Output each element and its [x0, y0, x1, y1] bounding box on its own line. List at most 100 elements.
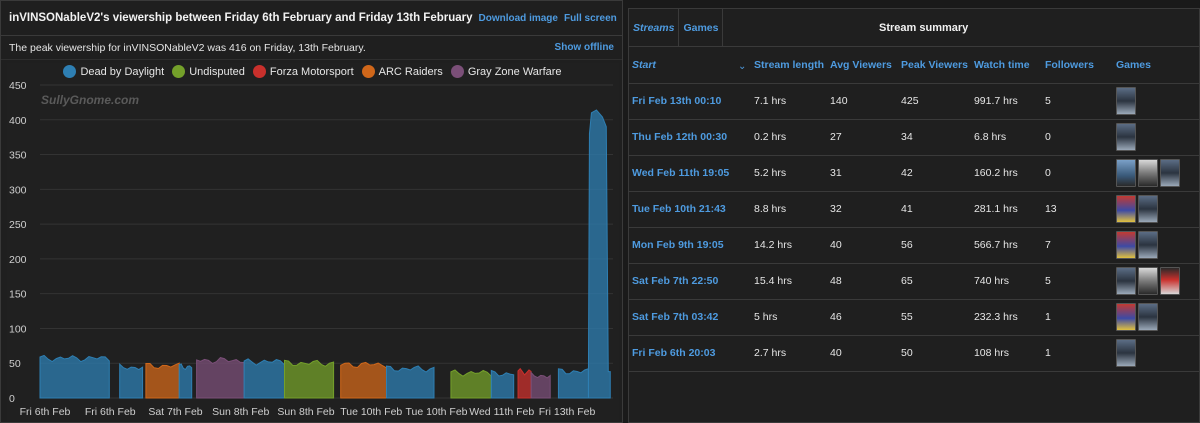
game-thumbnail-dbd[interactable]	[1137, 195, 1158, 223]
viewership-area-segment[interactable]	[243, 358, 286, 399]
viewership-area-segment[interactable]	[490, 369, 515, 399]
stream-start-link[interactable]: Tue Feb 10th 21:43	[629, 191, 751, 228]
column-header-avg-viewers[interactable]: Avg Viewers	[827, 47, 899, 84]
y-tick-label: 0	[9, 393, 15, 405]
legend-item[interactable]: Undisputed	[172, 65, 245, 78]
table-row: Sat Feb 7th 03:42 5 hrs 46 55 232.3 hrs 1	[629, 299, 1200, 336]
game-thumbnail-dbd[interactable]	[1115, 267, 1136, 295]
stream-length-cell: 2.7 hrs	[751, 335, 828, 372]
watch-time-cell: 232.3 hrs	[970, 299, 1042, 336]
legend-item[interactable]: Forza Motorsport	[252, 65, 354, 78]
legend-item[interactable]: ARC Raiders	[361, 65, 443, 78]
followers-cell: 1	[1041, 299, 1113, 336]
game-thumbnails	[1115, 303, 1198, 331]
game-thumbnail-forza[interactable]	[1115, 159, 1136, 187]
game-thumbnail-undis[interactable]	[1115, 195, 1136, 223]
peak-viewership-text: The peak viewership for inVINSONableV2 w…	[9, 41, 366, 54]
stream-start-link[interactable]: Fri Feb 6th 20:03	[629, 335, 751, 372]
stream-table: Start Stream length Avg Viewers Peak Vie…	[629, 47, 1200, 372]
game-thumbnail-dbd[interactable]	[1137, 231, 1158, 259]
viewership-area-segment[interactable]	[557, 367, 589, 399]
followers-cell: 0	[1041, 155, 1113, 192]
viewership-area-segment[interactable]	[587, 109, 611, 399]
x-tick-label: Fri 13th Feb	[539, 406, 596, 418]
viewership-area-segment[interactable]	[283, 359, 335, 399]
stream-rows: Fri Feb 13th 00:10 7.1 hrs 140 425 991.7 hrs…	[629, 83, 1200, 372]
game-thumbnail-dbd[interactable]	[1115, 123, 1136, 151]
y-tick-label: 150	[9, 289, 27, 301]
game-thumbnail-dbd[interactable]	[1115, 339, 1136, 367]
legend-swatch	[63, 65, 77, 78]
legend-item[interactable]: Gray Zone Warfare	[450, 65, 562, 78]
viewership-area-segment[interactable]	[517, 367, 532, 399]
viewership-panel: inVINSONableV2's viewership between Frid…	[0, 0, 623, 423]
followers-cell: 5	[1041, 263, 1113, 300]
viewership-area-segment[interactable]	[385, 365, 435, 399]
watch-time-cell: 6.8 hrs	[970, 119, 1042, 156]
game-thumbnail-arc[interactable]	[1159, 267, 1180, 295]
legend-item[interactable]: Dead by Daylight	[63, 65, 164, 78]
game-thumbnail-gray[interactable]	[1137, 159, 1158, 187]
viewership-area-segment[interactable]	[196, 357, 245, 399]
viewership-area-segment[interactable]	[530, 371, 551, 399]
games-cell	[1112, 227, 1200, 264]
chart-svg: 0 50 100 150 200 250 300 350 400 450 Fri 6th Feb Fr…	[9, 80, 613, 418]
viewership-area-segment[interactable]	[178, 363, 193, 399]
legend-swatch	[361, 65, 375, 78]
legend-label: Gray Zone Warfare	[467, 65, 562, 78]
column-header-games[interactable]: Games	[1112, 47, 1200, 84]
stream-start-link[interactable]: Fri Feb 13th 00:10	[629, 83, 751, 120]
game-thumbnail-dbd[interactable]	[1115, 87, 1136, 115]
table-row: Thu Feb 12th 00:30 0.2 hrs 27 34 6.8 hrs 0	[629, 119, 1200, 156]
viewership-area-segment[interactable]	[340, 361, 388, 399]
tab-streams[interactable]: Streams	[629, 8, 680, 47]
viewership-area-segment[interactable]	[145, 362, 180, 399]
full-screen-link[interactable]: Full screen	[563, 12, 617, 24]
sort-down-icon[interactable]: ⌄	[738, 61, 747, 72]
game-thumbnails	[1115, 159, 1198, 187]
game-thumbnail-undis[interactable]	[1115, 231, 1136, 259]
games-cell	[1112, 299, 1200, 336]
followers-cell: 0	[1041, 119, 1113, 156]
stream-summary-panel: Streams Games Stream summary ⌄ Start Str…	[628, 8, 1200, 423]
stream-length-cell: 14.2 hrs	[751, 227, 828, 264]
stream-start-link[interactable]: Sat Feb 7th 03:42	[629, 299, 751, 336]
game-thumbnail-dbd[interactable]	[1137, 303, 1158, 331]
game-thumbnail-undis[interactable]	[1115, 303, 1136, 331]
column-header-followers[interactable]: Followers	[1041, 47, 1113, 84]
viewership-area-segment[interactable]	[119, 362, 144, 399]
stream-start-link[interactable]: Thu Feb 12th 00:30	[629, 119, 751, 156]
viewership-chart: 0 50 100 150 200 250 300 350 400 450 Fri 6th Feb Fr…	[7, 63, 619, 421]
game-thumbnails	[1115, 87, 1198, 115]
legend-label: Forza Motorsport	[269, 65, 354, 78]
column-header-stream-length[interactable]: Stream length	[751, 47, 828, 84]
y-tick-label: 400	[9, 115, 27, 127]
game-thumbnail-gray[interactable]	[1137, 267, 1158, 295]
x-tick-label: Sun 8th Feb	[277, 406, 334, 418]
stream-summary-title: Stream summary	[879, 22, 969, 34]
column-header-peak-viewers[interactable]: Peak Viewers	[898, 47, 971, 84]
y-tick-label: 300	[9, 184, 27, 196]
game-thumbnail-dbd[interactable]	[1159, 159, 1180, 187]
stream-start-link[interactable]: Sat Feb 7th 22:50	[629, 263, 751, 300]
column-header-watch-time[interactable]: Watch time	[970, 47, 1042, 84]
followers-cell: 13	[1041, 191, 1113, 228]
stream-start-link[interactable]: Mon Feb 9th 19:05	[629, 227, 751, 264]
column-header-start[interactable]: Start	[629, 47, 751, 84]
avg-viewers-cell: 46	[827, 299, 899, 336]
games-cell	[1112, 119, 1200, 156]
game-thumbnails	[1115, 195, 1198, 223]
peak-viewers-cell: 55	[898, 299, 971, 336]
show-offline-link[interactable]: Show offline	[554, 42, 614, 53]
viewership-area-segment[interactable]	[450, 369, 492, 399]
stream-start-link[interactable]: Wed Feb 11th 19:05	[629, 155, 751, 192]
watermark: SullyGnome.com	[41, 93, 140, 107]
y-tick-label: 250	[9, 219, 27, 231]
download-image-link[interactable]: Download image	[478, 12, 558, 24]
viewership-area-segment[interactable]	[39, 354, 110, 399]
games-cell	[1112, 83, 1200, 120]
peak-viewers-cell: 42	[898, 155, 971, 192]
stream-length-cell: 0.2 hrs	[751, 119, 828, 156]
tab-games[interactable]: Games	[679, 8, 724, 47]
chart-legend: Dead by Daylight Undisputed Forza Motorspo…	[1, 65, 624, 78]
